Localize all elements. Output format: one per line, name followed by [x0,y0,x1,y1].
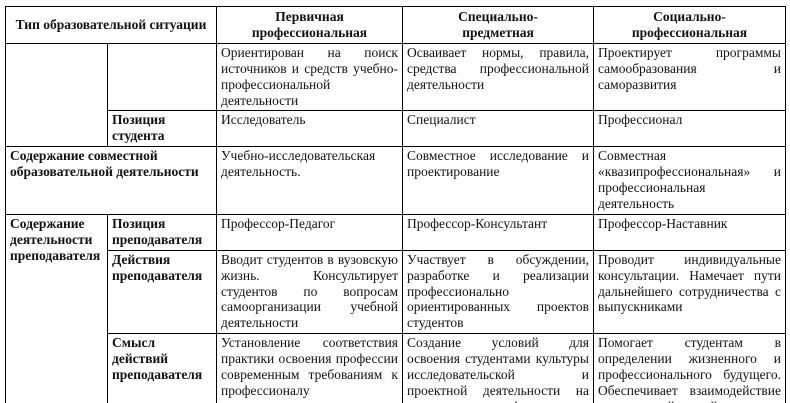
cell-teacher-meaning-primary: Установление соответствия практики освое… [216,333,403,403]
header-special-subject: Специально- предметная [402,6,594,44]
cell-teacher-position-subject: Профессор-Консультант [402,213,594,251]
cell-student-position-social: Профессионал [593,110,786,148]
header-type-of-situation: Тип образовательной ситуации [5,6,217,44]
row-student-position: Позиция студента Исследователь Специалис… [6,110,786,148]
cell-teacher-meaning-social: Помогает студентам в определении жизненн… [593,333,786,403]
cell-student-position-subject: Специалист [402,110,594,148]
cell-joint-activity-primary: Учебно-исследовательская деятельность. [216,146,403,215]
cell-teacher-position-social: Профессор-Наставник [593,213,786,251]
row-teacher-actions: Действия преподавателя Вводит студентов … [6,249,786,335]
label-teacher-activity-group: Содержание деятельности преподавателя [5,213,108,403]
cell-orientation-primary: Ориентирован на поиск источников и средс… [216,42,403,112]
header-primary-professional: Первичная профессиональная [216,6,403,44]
education-situations-table: Тип образовательной ситуации Первичная п… [5,6,786,403]
cell-orientation-social: Проектирует программы самообразования и … [593,42,786,112]
label-teacher-position: Позиция преподавателя [107,213,217,251]
cell-teacher-meaning-subject: Создание условий для освоения студентами… [402,333,594,403]
row-joint-activity: Содержание совместной образовательной де… [5,146,786,215]
row-student-orientation: Ориентирован на поиск источников и средс… [5,42,786,148]
cell-orientation-subject: Осваивает нормы, правила, средства профе… [402,42,594,112]
cell-teacher-actions-social: Проводит индивидуальные консультации. На… [593,249,786,335]
row-teacher-meaning: Смысл действий преподавателя Установлени… [6,333,786,403]
cell-teacher-actions-subject: Участвует в обсуждении, разработке и реа… [402,249,594,335]
cell-student-position-primary: Исследователь [216,110,403,148]
cell-teacher-actions-primary: Вводит студентов в вузовскую жизнь. Конс… [216,249,403,335]
header-social-professional: Социально- профессиональная [593,6,786,44]
cell-teacher-position-primary: Профессор-Педагог [216,213,403,251]
label-teacher-actions: Действия преподавателя [107,249,217,335]
label-teacher-meaning: Смысл действий преподавателя [107,333,217,403]
label-student-position: Позиция студента [107,110,217,148]
cell-joint-activity-social: Совместная «квазипрофессиональная» и про… [593,146,786,215]
label-joint-activity: Содержание совместной образовательной де… [5,146,217,215]
header-row: Тип образовательной ситуации Первичная п… [5,6,786,44]
row-teacher-position: Содержание деятельности преподавателя По… [5,213,786,403]
empty-cell [5,42,108,148]
empty-cell [107,42,217,112]
cell-joint-activity-subject: Совместное исследование и проектирование [402,146,594,215]
